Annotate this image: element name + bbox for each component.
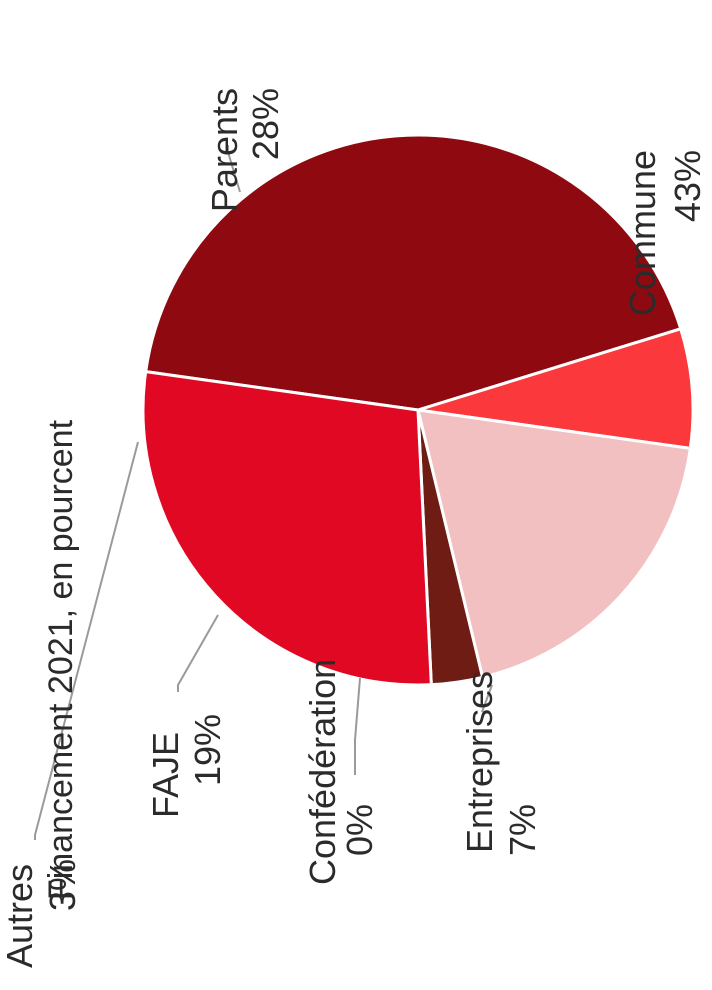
leader-line-faje — [177, 614, 219, 692]
slice-label-commune: Commune — [622, 150, 663, 316]
label-confederation: Confédération 0% — [302, 659, 380, 885]
slice-value-autres: 3% — [42, 859, 83, 911]
slice-value-faje: 19% — [187, 714, 228, 786]
label-commune: Commune 43% — [622, 150, 708, 316]
pie-slices — [141, 133, 695, 687]
chart-title: Financement 2021, en pourcent — [42, 419, 80, 900]
slice-value-entreprises: 7% — [502, 804, 543, 856]
slice-value-confederation: 0% — [339, 804, 380, 856]
slice-label-faje: FAJE — [145, 732, 186, 818]
slice-label-entreprises: Entreprises — [459, 671, 500, 853]
leader-line-entreprises — [481, 684, 493, 713]
slice-label-autres: Autres — [0, 864, 40, 968]
label-faje: FAJE 19% — [145, 714, 228, 818]
leader-lines — [34, 145, 493, 840]
leader-line-confederation — [354, 677, 361, 775]
slice-label-confederation: Confédération — [302, 659, 343, 885]
pie-slice-parents — [141, 369, 433, 687]
slice-value-parents: 28% — [245, 88, 286, 160]
pie-slice-faje — [416, 408, 693, 680]
label-autres: Autres 3% — [0, 859, 83, 968]
slice-value-commune: 43% — [667, 150, 708, 222]
pie-slice-commune — [143, 133, 683, 412]
leader-line-autres — [34, 441, 139, 840]
leader-line-parents — [227, 145, 241, 193]
label-entreprises: Entreprises 7% — [459, 671, 543, 856]
label-parents: Parents 28% — [204, 88, 286, 212]
slice-label-parents: Parents — [204, 88, 245, 212]
